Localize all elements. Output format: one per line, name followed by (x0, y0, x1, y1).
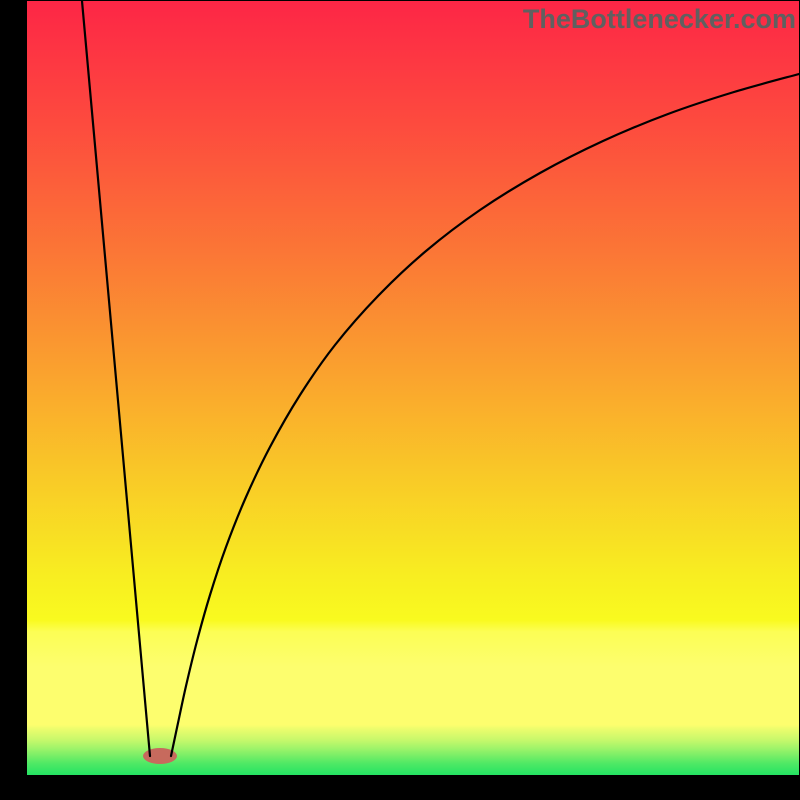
watermark-text: TheBottlenecker.com (523, 4, 796, 35)
right-curve (171, 74, 799, 756)
figure-container: TheBottlenecker.com (0, 0, 800, 800)
left-curve (82, 1, 150, 756)
curve-layer (0, 0, 800, 800)
